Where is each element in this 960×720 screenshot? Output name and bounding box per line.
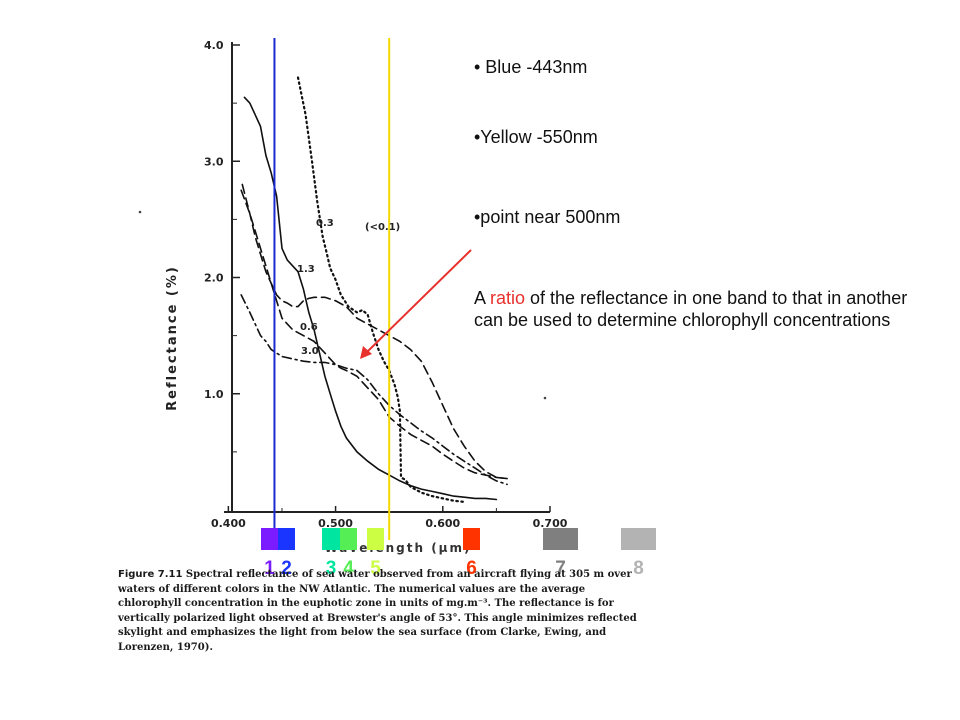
band-swatch-7 — [543, 528, 578, 550]
y-tick-label: 3.0 — [204, 155, 224, 168]
note-blue: • Blue -443nm — [474, 57, 588, 77]
chart-axes — [224, 42, 550, 513]
band-swatch-3 — [322, 528, 340, 550]
ratio-prefix: A — [474, 288, 491, 308]
band-swatch-6 — [463, 528, 480, 550]
band-number-7: 7 — [555, 558, 566, 579]
note-point: •point near 500nm — [474, 207, 621, 227]
band-swatch-2 — [278, 528, 295, 550]
band-number-2: 2 — [281, 558, 292, 579]
y-axis-label: Reflectance (%) — [165, 265, 180, 411]
x-tick-label: 0.600 — [425, 517, 460, 530]
band-number-5: 5 — [370, 558, 381, 579]
series-line-1 — [243, 96, 498, 501]
note-ratio: A ratio of the reflectance in one band t… — [474, 287, 914, 331]
curve-label-0: (<0.1) — [365, 222, 400, 233]
note-yellow: •Yellow -550nm — [474, 127, 598, 147]
ratio-word: ratio — [490, 288, 526, 308]
band-number-6: 6 — [466, 558, 477, 579]
series-line-3 — [240, 189, 508, 480]
y-tick-label: 1.0 — [204, 388, 224, 401]
band-swatch-1 — [261, 528, 278, 550]
x-axis-label: Wavelength (μm) — [324, 541, 471, 555]
curve-label-2: 1.3 — [297, 264, 315, 275]
band-swatch-8 — [621, 528, 656, 550]
series-line-0 — [296, 76, 466, 503]
caption-text: Spectral reflectance of sea water observ… — [118, 569, 637, 653]
series-line-4 — [240, 294, 508, 486]
band-number-4: 4 — [343, 558, 354, 579]
band-swatch-4 — [340, 528, 357, 550]
band-number-8: 8 — [633, 558, 644, 579]
y-tick-label: 4.0 — [204, 39, 224, 52]
curve-label-4: 3.0 — [301, 346, 319, 357]
band-number-1: 1 — [264, 558, 275, 579]
annotation-arrow — [365, 249, 472, 354]
figure-caption: Figure 7.11 Spectral reflectance of sea … — [118, 568, 648, 655]
band-number-3: 3 — [326, 558, 337, 579]
curve-label-1: 0.3 — [316, 218, 334, 229]
band-swatch-5 — [367, 528, 384, 550]
x-tick-label: 0.400 — [211, 517, 246, 530]
curve-label-3: 0.6 — [300, 322, 318, 333]
caption-label: Figure 7.11 — [118, 569, 183, 580]
ratio-suffix: of the reflectance in one band to that i… — [474, 288, 908, 330]
x-tick-label: 0.700 — [533, 517, 568, 530]
x-tick-label: 0.500 — [318, 517, 353, 530]
annotation-arrowhead — [360, 346, 372, 359]
y-tick-label: 2.0 — [204, 272, 224, 285]
